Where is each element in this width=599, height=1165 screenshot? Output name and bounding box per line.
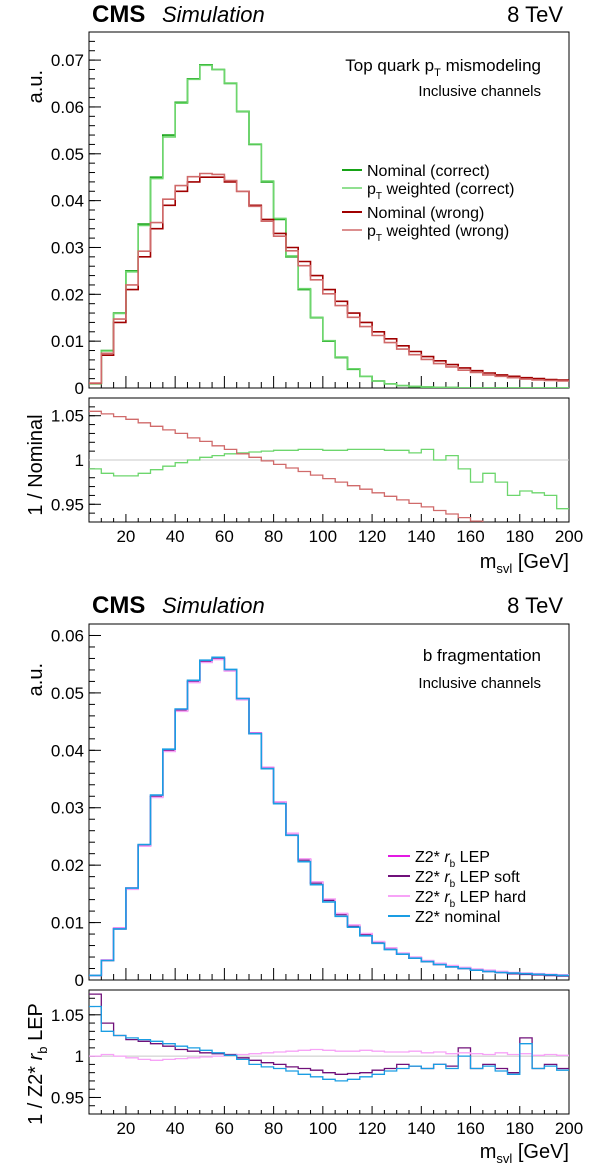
series-line <box>89 64 569 388</box>
y-tick-label: 0.95 <box>51 1088 84 1107</box>
series-line <box>89 410 484 522</box>
legend-entry: Z2* rb LEP soft <box>415 869 520 890</box>
y-tick-label: 1.05 <box>51 1006 84 1025</box>
header-cms: CMS <box>92 1 145 28</box>
y-tick-label: 0.95 <box>51 495 84 514</box>
ratio-ylabel: 1 / Nominal <box>25 414 47 515</box>
x-tick-label: 160 <box>456 527 484 546</box>
legend-entry: Z2* nominal <box>415 909 500 926</box>
x-tick-label: 140 <box>407 1119 435 1138</box>
top-series-1 <box>89 64 569 388</box>
ratio-axes-2: 0.95 1 1.05 20 40 60 80 100 120 140 160 180 200 <box>51 989 583 1138</box>
x-tick-label: 60 <box>215 527 234 546</box>
legend-entry: Nominal (correct) <box>367 163 490 180</box>
x-tick-label: 40 <box>166 527 185 546</box>
header-simulation: Simulation <box>162 2 265 27</box>
plot-text-line1: b fragmentation <box>423 646 541 665</box>
header-energy: 8 TeV <box>507 2 563 27</box>
y-tick-label: 0.02 <box>51 856 84 875</box>
ratio-ylabel: 1 / Z2* rb LEP <box>25 1003 50 1125</box>
y-tick-label: 0.06 <box>51 626 84 645</box>
x-tick-label: 80 <box>264 527 283 546</box>
top-axes-1: 0 0.01 0.02 0.03 0.04 0.05 0.06 0.07 <box>51 40 570 398</box>
y-tick-label: 1 <box>75 451 84 470</box>
y-tick-label: 0 <box>75 971 84 990</box>
series-line <box>89 658 569 977</box>
x-axis-label: msvl [GeV] <box>480 551 569 576</box>
legend-entry: pT weighted (wrong) <box>367 223 509 244</box>
y-tick-label: 0.01 <box>51 332 84 351</box>
legend-entry: Nominal (wrong) <box>367 205 484 222</box>
ratio-frame-2 <box>88 989 570 1115</box>
y-tick-label: 0.02 <box>51 285 84 304</box>
series-line <box>89 448 569 510</box>
series-line <box>89 658 569 977</box>
x-tick-label: 60 <box>215 1119 234 1138</box>
plot-text-line1: Top quark pT mismodeling <box>345 56 541 79</box>
series-line <box>89 172 569 384</box>
legend-entry: Z2* rb LEP hard <box>415 889 526 910</box>
top-series-2 <box>89 656 569 977</box>
y-tick-label: 1.05 <box>51 407 84 426</box>
series-line <box>89 656 569 977</box>
series-line <box>89 657 569 977</box>
x-tick-label: 100 <box>309 527 337 546</box>
y-tick-label: 0.04 <box>51 741 84 760</box>
y-tick-label: 0.07 <box>51 51 84 70</box>
legend-2: Z2* rb LEP Z2* rb LEP soft Z2* rb LEP ha… <box>388 849 526 926</box>
x-tick-label: 160 <box>456 1119 484 1138</box>
y-tick-label: 0.03 <box>51 238 84 257</box>
x-tick-label: 80 <box>264 1119 283 1138</box>
y-tick-label: 0.03 <box>51 799 84 818</box>
x-tick-label: 120 <box>358 1119 386 1138</box>
top-frame-2 <box>88 623 570 981</box>
y-tick-label: 0.05 <box>51 684 84 703</box>
x-tick-label: 120 <box>358 527 386 546</box>
ratio-series-2 <box>89 993 569 1082</box>
x-tick-label: 140 <box>407 527 435 546</box>
x-tick-label: 40 <box>166 1119 185 1138</box>
x-tick-label: 180 <box>506 527 534 546</box>
x-tick-label: 200 <box>555 527 583 546</box>
header-cms: CMS <box>92 592 145 619</box>
x-axis-label: msvl [GeV] <box>480 1141 569 1165</box>
y-tick-label: 0.04 <box>51 192 84 211</box>
x-tick-label: 200 <box>555 1119 583 1138</box>
x-tick-label: 20 <box>116 527 135 546</box>
y-tick-label: 1 <box>75 1047 84 1066</box>
legend-entry: Z2* rb LEP <box>415 849 490 870</box>
top-axes-2: 0 0.01 0.02 0.03 0.04 0.05 0.06 <box>51 626 570 990</box>
y-tick-label: 0.06 <box>51 98 84 117</box>
ratio-series-1 <box>89 410 569 522</box>
figure-2: CMS Simulation 8 TeV a.u. 1 / Z2* rb LEP… <box>25 592 583 1165</box>
x-tick-label: 100 <box>309 1119 337 1138</box>
series-line <box>89 993 569 1075</box>
y-tick-label: 0.05 <box>51 145 84 164</box>
y-tick-label: 0.01 <box>51 914 84 933</box>
figure-1: CMS Simulation 8 TeV a.u. 1 / Nominal 00… <box>25 1 583 576</box>
legend-1: Nominal (correct) pT weighted (correct) … <box>342 163 515 244</box>
x-tick-label: 180 <box>506 1119 534 1138</box>
top-ylabel: a.u. <box>25 663 47 696</box>
top-ylabel: a.u. <box>25 70 47 103</box>
x-tick-label: 20 <box>116 1119 135 1138</box>
series-line <box>89 176 569 385</box>
plot-text-line2: Inclusive channels <box>418 83 541 100</box>
header-simulation: Simulation <box>162 593 265 618</box>
series-line <box>89 1005 569 1082</box>
header-energy: 8 TeV <box>507 593 563 618</box>
plot-text-line2: Inclusive channels <box>418 675 541 692</box>
y-tick-label: 0 <box>75 379 84 398</box>
legend-entry: pT weighted (correct) <box>367 181 515 202</box>
series-line <box>89 1048 569 1061</box>
ratio-axes-1: 0.95 1 1.05 20 40 60 80 100 120 140 160 180 200 <box>51 397 583 546</box>
